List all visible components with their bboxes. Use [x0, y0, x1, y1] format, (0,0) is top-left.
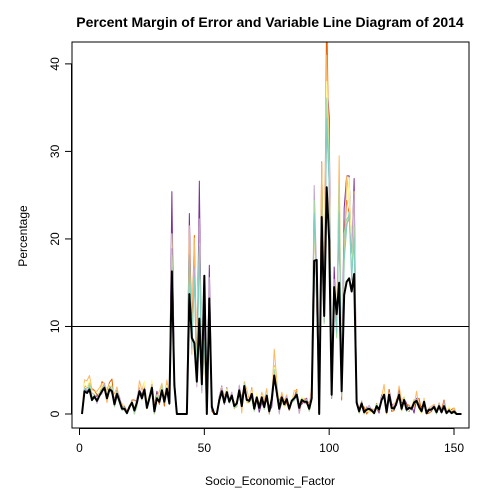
y-tick-label: 0 [48, 410, 62, 417]
series-line-2 [81, 42, 462, 415]
chart-title: Percent Margin of Error and Variable Lin… [76, 14, 464, 30]
plot-area [72, 42, 469, 415]
y-axis-label: Percentage [16, 205, 30, 267]
series-line-1 [81, 73, 462, 415]
series-line-6 [81, 97, 462, 415]
y-tick-label: 10 [48, 319, 62, 333]
series-line-7 [81, 117, 462, 415]
y-axis: 0 10 20 30 40 [48, 57, 72, 417]
x-tick-label: 100 [319, 441, 339, 455]
x-tick-label: 150 [444, 441, 464, 455]
series-line-3 [81, 54, 462, 415]
y-tick-label: 40 [48, 57, 62, 71]
x-tick-label: 50 [198, 441, 212, 455]
series-line-4 [81, 80, 462, 415]
plot-frame [71, 41, 470, 429]
y-tick-label: 20 [48, 232, 62, 246]
series-line-5 [81, 122, 462, 415]
x-tick-label: 0 [76, 441, 83, 455]
main-series-line [80, 186, 462, 415]
x-axis-label: Socio_Economic_Factor [205, 474, 335, 488]
x-axis: 0 50 100 150 [76, 428, 464, 455]
y-tick-label: 30 [48, 144, 62, 158]
